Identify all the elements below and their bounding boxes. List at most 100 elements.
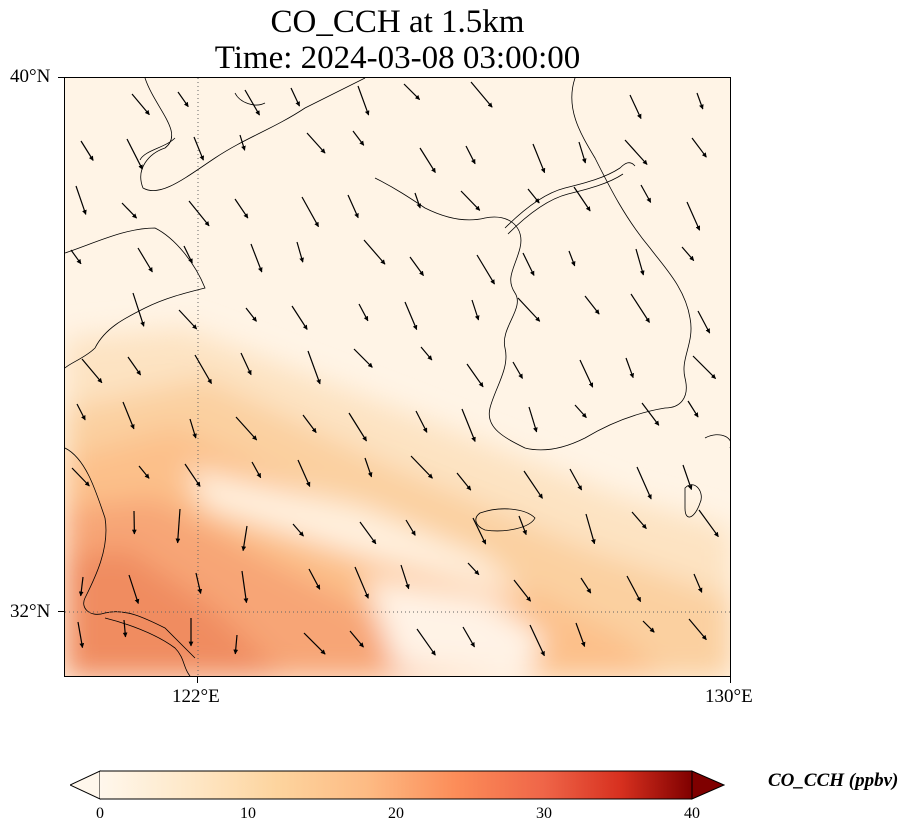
wind-arrow bbox=[244, 89, 261, 116]
wind-arrow bbox=[126, 138, 143, 170]
wind-arrow bbox=[579, 359, 594, 388]
wind-arrow bbox=[347, 194, 359, 219]
wind-arrow bbox=[420, 346, 433, 361]
wind-arrow bbox=[302, 414, 317, 433]
wind-arrow bbox=[297, 459, 311, 487]
wind-arrow bbox=[522, 252, 535, 276]
wind-arrow bbox=[188, 200, 210, 227]
wind-arrow bbox=[626, 575, 642, 603]
wind-arrow bbox=[625, 357, 634, 379]
wind-arrow bbox=[353, 348, 373, 368]
wind-arrow bbox=[465, 145, 476, 165]
wind-arrow bbox=[78, 576, 84, 597]
colorbar-tick-20: 20 bbox=[388, 805, 404, 822]
wind-arrow bbox=[76, 403, 86, 421]
wind-arrow bbox=[80, 140, 94, 161]
wind-arrow bbox=[692, 355, 717, 380]
map-title-line1: CO_CCH at 1.5km bbox=[270, 4, 525, 40]
wind-arrow bbox=[580, 577, 592, 594]
wind-arrow bbox=[512, 361, 524, 379]
wind-arrow bbox=[364, 457, 373, 478]
wind-arrow bbox=[131, 93, 150, 116]
map-canvas bbox=[65, 78, 730, 676]
wind-arrow bbox=[241, 525, 248, 552]
wind-arrow bbox=[467, 562, 480, 576]
wind-arrow bbox=[517, 297, 541, 322]
colorbar bbox=[68, 769, 726, 801]
wind-arrow bbox=[308, 568, 321, 590]
wind-arrow bbox=[241, 570, 249, 604]
wind-arrow bbox=[416, 628, 436, 656]
wind-arrow bbox=[178, 309, 198, 330]
wind-arrow bbox=[349, 630, 364, 648]
wind-arrow bbox=[629, 94, 642, 120]
wind-arrow bbox=[132, 292, 145, 327]
wind-arrow bbox=[354, 566, 369, 599]
wind-arrow bbox=[128, 574, 140, 604]
wind-arrow bbox=[527, 188, 540, 204]
wind-arrow bbox=[70, 249, 82, 265]
wind-arrow bbox=[688, 618, 707, 641]
wind-arrow bbox=[400, 564, 410, 590]
wind-arrow bbox=[234, 198, 249, 219]
wind-arrow bbox=[189, 418, 197, 439]
colorbar-tick-40: 40 bbox=[684, 805, 700, 822]
wind-arrow bbox=[630, 293, 651, 323]
wind-arrow bbox=[697, 310, 711, 334]
wind-arrow bbox=[466, 363, 484, 388]
wind-arrow bbox=[250, 243, 263, 273]
wind-arrow bbox=[251, 461, 262, 479]
wind-arrow bbox=[358, 303, 369, 322]
lon-tick-mark-130 bbox=[730, 677, 731, 683]
wind-arrow bbox=[71, 467, 90, 487]
wind-arrow bbox=[405, 519, 416, 536]
wind-arrow bbox=[194, 354, 213, 385]
wind-arrow bbox=[138, 465, 150, 479]
wind-arrow bbox=[127, 356, 142, 376]
wind-arrow bbox=[461, 408, 476, 442]
wind-arrow bbox=[359, 521, 377, 545]
wind-arrow bbox=[640, 184, 652, 203]
wind-arrow bbox=[681, 246, 695, 261]
wind-arrow bbox=[698, 509, 719, 538]
wind-arrow bbox=[235, 416, 258, 441]
wind-vectors bbox=[70, 81, 719, 657]
wind-arrow bbox=[292, 523, 304, 537]
wind-arrow bbox=[578, 141, 587, 164]
wind-arrow bbox=[137, 247, 153, 273]
lon-tick-122e: 122°E bbox=[172, 686, 220, 707]
lat-tick-32n: 32°N bbox=[10, 601, 51, 622]
wind-arrow bbox=[575, 622, 586, 647]
wind-arrow bbox=[568, 250, 576, 267]
lon-tick-130e: 130°E bbox=[705, 686, 753, 707]
wind-arrow bbox=[456, 472, 472, 491]
wind-arrow bbox=[183, 245, 193, 264]
map-panel bbox=[64, 77, 731, 677]
wind-arrow bbox=[460, 190, 481, 211]
wind-arrow bbox=[414, 192, 422, 209]
wind-arrow bbox=[177, 91, 189, 108]
wind-arrow bbox=[303, 632, 326, 655]
wind-arrow bbox=[175, 508, 181, 544]
wind-arrow bbox=[357, 85, 370, 116]
wind-arrow bbox=[245, 307, 257, 322]
lon-tick-mark-122 bbox=[197, 677, 198, 683]
wind-arrow bbox=[472, 517, 487, 545]
wind-arrow bbox=[693, 573, 703, 593]
wind-arrow bbox=[307, 350, 321, 385]
wind-arrow bbox=[81, 358, 103, 384]
wind-arrow bbox=[121, 202, 138, 219]
wind-arrow bbox=[687, 400, 699, 418]
colorbar-tick-30: 30 bbox=[536, 805, 552, 822]
lat-tick-mark-40 bbox=[58, 77, 64, 78]
wind-arrow bbox=[240, 352, 252, 376]
wind-arrow bbox=[529, 624, 545, 657]
wind-arrow bbox=[410, 455, 433, 479]
wind-arrow bbox=[306, 132, 326, 154]
wind-arrow bbox=[518, 515, 527, 536]
lat-tick-40n: 40°N bbox=[10, 66, 51, 87]
wind-arrow bbox=[470, 81, 493, 108]
wind-arrow bbox=[532, 143, 546, 174]
wind-arrow bbox=[635, 248, 645, 276]
wind-arrow bbox=[233, 634, 239, 655]
